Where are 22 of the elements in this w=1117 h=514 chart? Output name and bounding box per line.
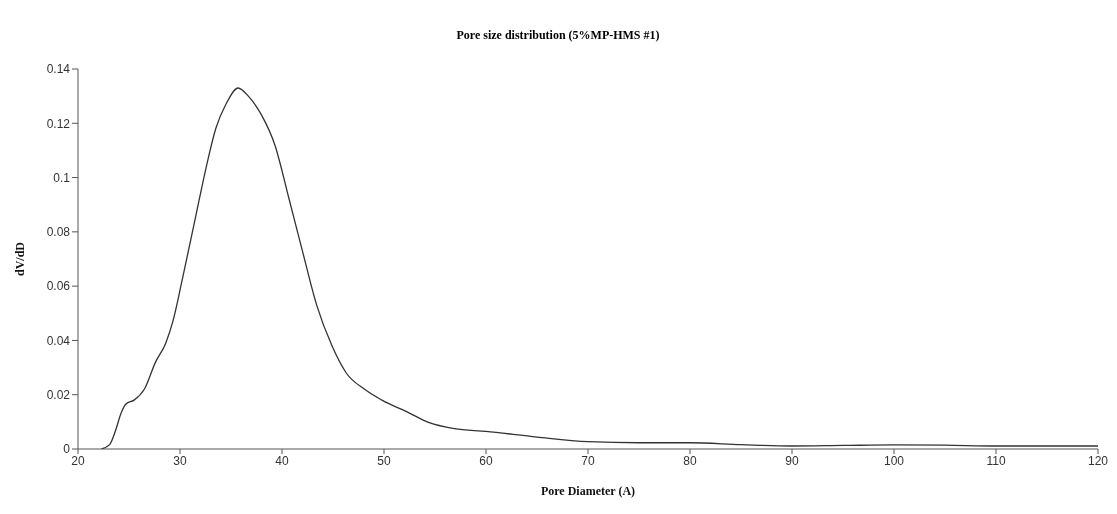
x-tick-label: 100 xyxy=(883,453,905,468)
y-tick-label: 0.14 xyxy=(46,62,71,77)
y-tick-label: 0.12 xyxy=(46,116,71,131)
y-tick-label: 0.1 xyxy=(53,170,71,185)
x-tick-label: 20 xyxy=(71,453,85,468)
x-tick-label: 40 xyxy=(275,453,289,468)
x-tick-label: 90 xyxy=(785,453,799,468)
y-tick-label: 0.08 xyxy=(46,225,71,240)
x-tick-label: 80 xyxy=(683,453,697,468)
x-tick-label: 120 xyxy=(1087,453,1109,468)
chart-title: Pore size distribution (5%MP-HMS #1) xyxy=(455,28,661,43)
x-tick-label: 70 xyxy=(581,453,595,468)
x-axis-title: Pore Diameter (A) xyxy=(540,484,636,498)
x-tick-label: 60 xyxy=(479,453,493,468)
x-tick-label: 110 xyxy=(986,453,1006,468)
y-tick-label: 0.06 xyxy=(46,279,71,294)
y-tick-label: 0.04 xyxy=(46,333,71,348)
y-axis-title: dV/dD xyxy=(13,241,28,277)
x-tick-label: 50 xyxy=(377,453,391,468)
x-tick-label: 30 xyxy=(173,453,187,468)
y-tick-label: 0 xyxy=(63,442,71,457)
y-tick-label: 0.02 xyxy=(46,387,71,402)
